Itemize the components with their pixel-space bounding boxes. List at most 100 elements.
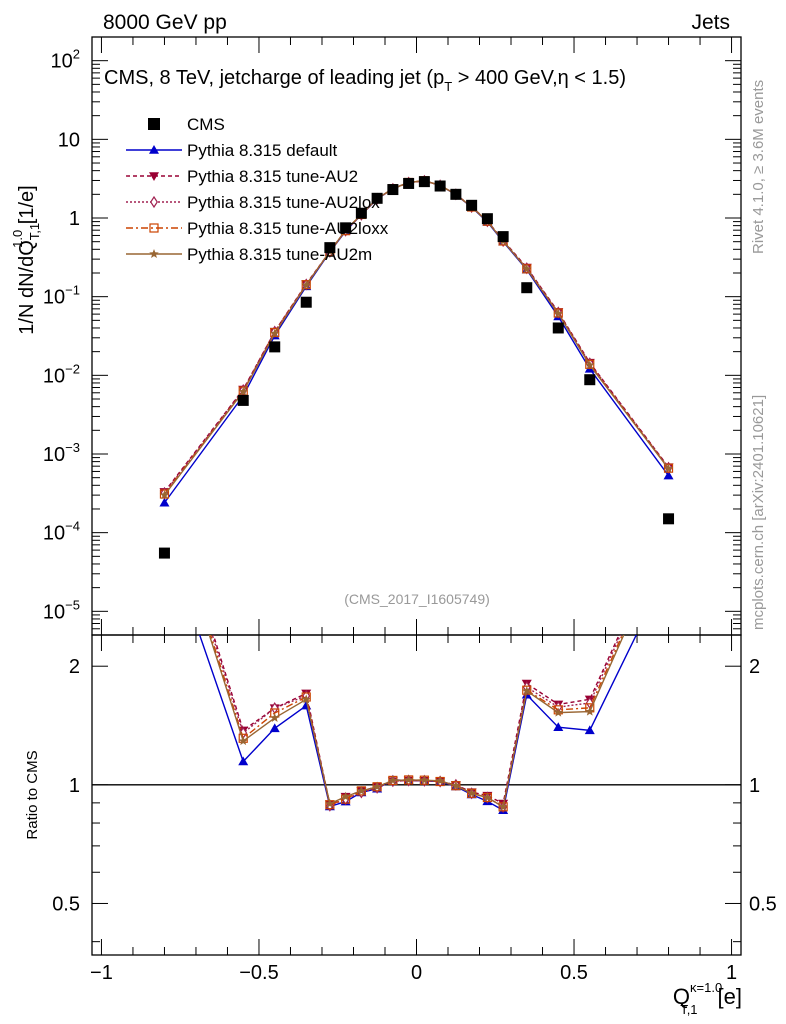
series-line-4 (163, 179, 670, 496)
legend-marker (150, 195, 158, 209)
ratio-4-point (238, 736, 248, 746)
cms-data-point (158, 547, 170, 559)
ratio-y-axis: 0.5 0.5 1 1 2 2 (52, 656, 777, 943)
ratio-4-point (522, 685, 532, 695)
ratio-4-point (403, 774, 414, 784)
energy-label: 8000 GeV pp (103, 11, 227, 34)
series-4-point (663, 463, 674, 473)
legend-label: Pythia 8.315 default (187, 141, 338, 160)
ratio-4-point (388, 775, 398, 785)
ratio-4-point (269, 712, 280, 722)
cms-data-point (237, 394, 249, 406)
y-tick-label: 10−3 (43, 440, 80, 466)
cms-data-point (481, 213, 493, 225)
ratio-tick-label-right: 1 (749, 775, 760, 797)
series-4-point (585, 360, 595, 370)
jets-label: Jets (691, 11, 730, 34)
x-tick-label: 1 (726, 962, 737, 984)
ratio-4-point (466, 788, 477, 798)
cms-data-point (269, 341, 281, 353)
series-0-point (663, 470, 674, 480)
ratio-tick-label-left: 1 (69, 775, 80, 797)
series-4-point (301, 280, 311, 290)
cms-data-point (355, 207, 367, 219)
ratio-0-point (238, 756, 249, 766)
cms-data-point (403, 177, 415, 189)
ratio-tick-label-right: 2 (749, 656, 760, 678)
ratio-line-4 (208, 635, 625, 808)
x-tick-label: −0.5 (239, 962, 278, 984)
ratio-0-point (584, 725, 595, 735)
cms-data-point (324, 242, 336, 254)
y-tick-label: 1 (69, 208, 80, 230)
y-tick-label: 10−4 (43, 519, 80, 545)
x-tick-label: 0.5 (560, 962, 588, 984)
cms-data-point (466, 199, 478, 211)
cms-data-point (497, 231, 509, 243)
series-4-point (269, 328, 280, 338)
cms-data-point (371, 192, 383, 204)
legend-marker (148, 118, 160, 130)
x-axis: −1 −0.5 0 0.5 1 (90, 37, 737, 984)
ratio-4-point (482, 792, 493, 802)
series-4-point (553, 308, 564, 318)
ratio-line-0 (198, 635, 638, 812)
ratio-4-point (372, 781, 382, 791)
legend-label: Pythia 8.315 tune-AU2lox (187, 193, 380, 212)
ratio-4-point (301, 694, 311, 704)
legend-marker (149, 249, 159, 259)
ratio-4-point (498, 801, 508, 811)
ratio-4-point (585, 706, 595, 716)
legend-label: Pythia 8.315 tune-AU2m (187, 245, 372, 264)
ratio-4-point (340, 791, 351, 801)
cms-data-point (552, 322, 564, 334)
legend-marker (149, 172, 159, 181)
cms-data-point (300, 296, 312, 308)
ratio-4-point (356, 785, 367, 795)
series-4-point (522, 263, 532, 274)
cms-data-point (521, 282, 533, 294)
ratio-4-point (451, 780, 461, 790)
legend-label: Pythia 8.315 tune-AU2 (187, 167, 358, 186)
y-tick-label: 10−2 (43, 361, 80, 387)
ratio-tick-label-right: 0.5 (749, 893, 777, 915)
legend-marker (149, 145, 159, 154)
y-tick-label: 10 (58, 129, 80, 151)
y-axis-label: 1/N dN/dQT,11.0 [1/e] (10, 185, 42, 334)
rivet-label: Rivet 4.1.0, ≥ 3.6M events (750, 80, 767, 254)
main-series-group (158, 174, 675, 559)
cms-data-point (387, 184, 399, 196)
ratio-4-point (435, 775, 445, 785)
ratio-0-point (553, 722, 564, 731)
ratio-4-point (419, 775, 430, 785)
cms-data-point (584, 374, 596, 386)
ratio-4-point (553, 707, 564, 717)
cms-data-point (434, 180, 446, 192)
ratio-plot-frame (91, 634, 742, 956)
ratio-tick-label-left: 0.5 (52, 893, 80, 915)
y-tick-label: 10−5 (43, 597, 80, 623)
series-4-point (238, 386, 248, 396)
y-tick-label: 102 (51, 47, 80, 73)
analysis-id: (CMS_2017_I1605749) (344, 591, 490, 607)
ratio-y-axis-label: Ratio to CMS (24, 750, 41, 839)
cms-data-point (418, 176, 430, 188)
ratio-4-point (325, 798, 335, 808)
series-4-point (159, 490, 170, 500)
cms-data-point (450, 188, 462, 200)
ratio-tick-label-left: 2 (69, 656, 80, 678)
cms-data-point (340, 222, 352, 234)
y-tick-label: 10−1 (43, 283, 80, 309)
x-tick-label: 0 (411, 962, 422, 984)
ratio-series-group (198, 635, 638, 814)
cms-data-point (663, 513, 675, 525)
legend-label: Pythia 8.315 tune-AU2loxx (187, 219, 389, 238)
legend-marker (149, 223, 159, 233)
mcplots-label: mcplots.cern.ch [arXiv:2401.10621] (750, 395, 767, 630)
x-tick-label: −1 (90, 962, 113, 984)
legend-label: CMS (187, 115, 225, 134)
legend: CMS Pythia 8.315 default Pythia 8.315 tune… (126, 115, 389, 264)
x-axis-label: Qκ=1.0 T,1[e] (673, 980, 742, 1017)
main-y-axis: 102 10 1 10−1 10−2 10−3 10−4 10−5 (43, 36, 741, 630)
